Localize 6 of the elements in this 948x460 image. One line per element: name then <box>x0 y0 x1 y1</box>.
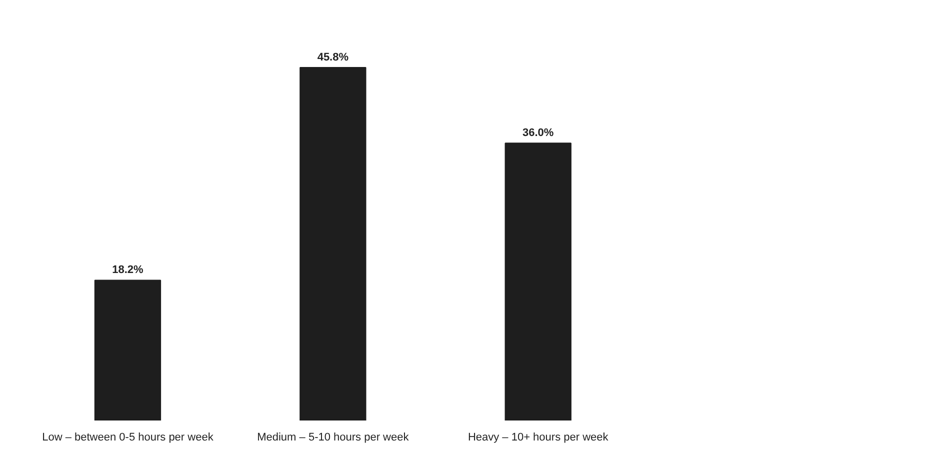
data-label: 18.2% <box>112 264 144 276</box>
x-tick-label: Heavy – 10+ hours per week <box>468 432 609 444</box>
x-tick-label: Medium – 5-10 hours per week <box>257 432 410 444</box>
data-label: 36.0% <box>522 127 554 140</box>
data-label: 45.8% <box>317 52 349 64</box>
x-tick-label: Low – between 0-5 hours per week <box>42 432 214 444</box>
